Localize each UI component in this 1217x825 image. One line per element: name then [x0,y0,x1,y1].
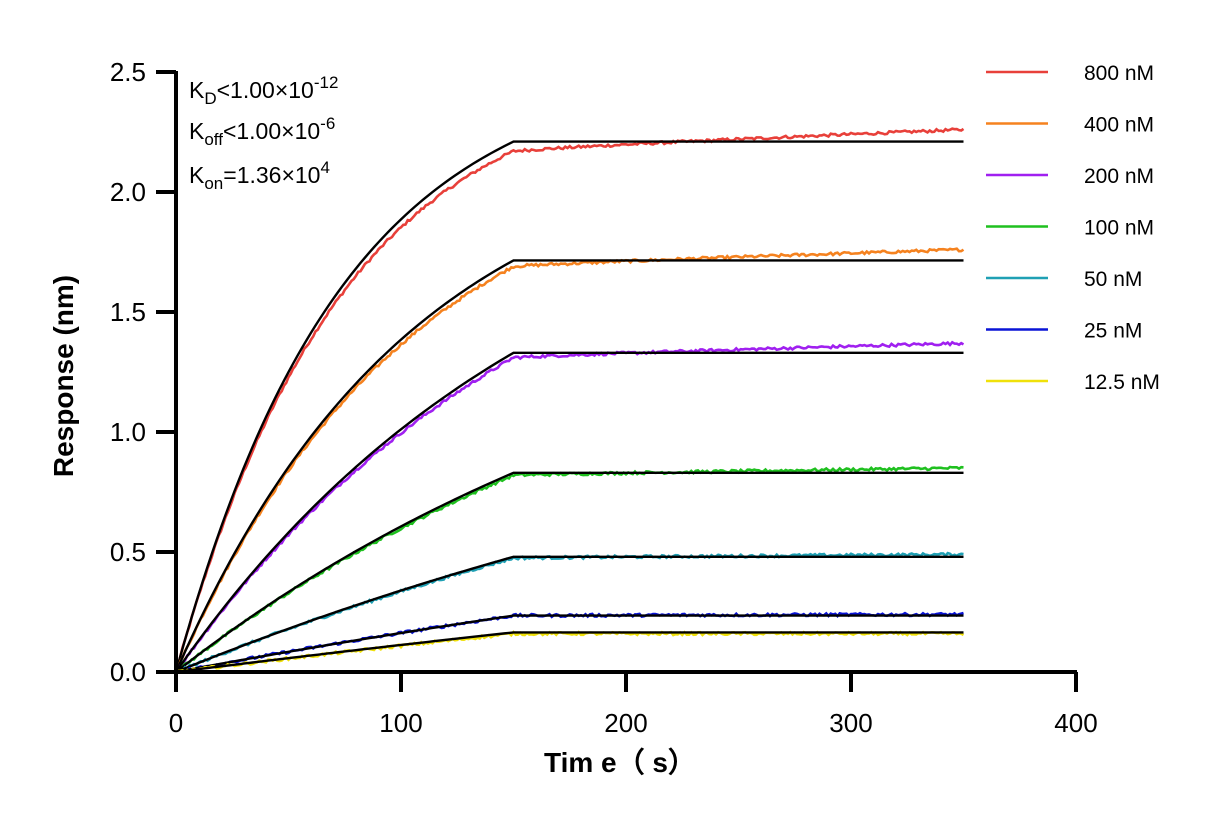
annotation-kon: Kon=1.36×104 [189,158,330,193]
x-tick-label-0: 0 [169,708,183,738]
fit-line-400-nM [174,259,964,673]
series-line-100-nM [175,465,964,674]
annotation-kd: KD<1.00×10-12 [189,73,338,108]
y-axis-title: Response (nm) [48,275,79,477]
legend-label-200-nM: 200 nM [1084,165,1154,188]
legend-label-800-nM: 800 nM [1084,62,1154,85]
annotation-koff: Koff<1.00×10-6 [189,114,335,149]
x-axis-title: Tim e（ s） [544,746,696,778]
fit-line-800-nM [174,140,964,673]
fit-line-25-nM [175,614,964,674]
series-line-12_5-nM [175,630,965,674]
legend: 800 nM 400 nM 200 nM 100 nM 50 nM 25 nM 12.5 n… [986,62,1160,394]
fit-line-12_5-nM [175,631,964,674]
series-line-25-nM [175,611,964,674]
y-tick-label-0.0: 0.0 [110,657,146,687]
y-tick-label-2.5: 2.5 [110,57,146,87]
x-tick-label-200: 200 [604,708,647,738]
axes-layer: 0 100 200 300 400 0.0 0.5 1.0 1.5 2.0 2.5 Tim e（ s）… [48,57,1098,778]
x-tick-label-400: 400 [1054,708,1097,738]
y-tick-label-0.5: 0.5 [110,537,146,567]
fit-line-200-nM [175,351,964,673]
fit-line-100-nM [175,471,964,673]
y-tick-label-2.0: 2.0 [110,177,146,207]
x-tick-label-100: 100 [379,708,422,738]
legend-label-50-nM: 50 nM [1084,268,1142,291]
x-tick-label-300: 300 [829,708,872,738]
curves-layer [174,127,965,674]
legend-label-100-nM: 100 nM [1084,217,1154,240]
series-line-800-nM [174,127,965,673]
legend-label-25-nM: 25 nM [1084,320,1142,343]
y-tick-label-1.5: 1.5 [110,297,146,327]
series-line-200-nM [175,340,965,674]
fit-line-50-nM [175,555,964,674]
series-line-400-nM [174,247,965,673]
y-tick-label-1.0: 1.0 [110,417,146,447]
legend-label-400-nM: 400 nM [1084,114,1154,137]
legend-label-12_5-nM: 12.5 nM [1084,371,1160,394]
kinetics-annotations: KD<1.00×10-12 Koff<1.00×10-6 Kon=1.36×104 [189,73,338,193]
